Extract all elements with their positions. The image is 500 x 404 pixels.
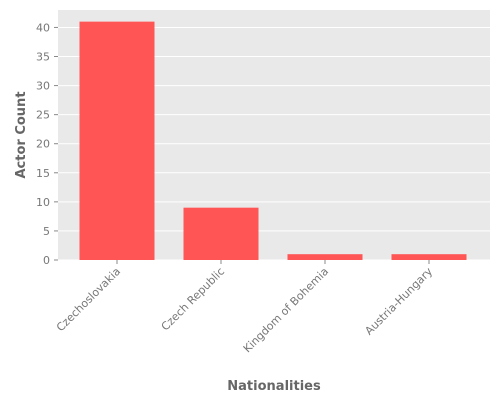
y-tick-label: 40 xyxy=(36,21,50,34)
x-tick-label: Kingdom of Bohemia xyxy=(241,265,331,355)
y-tick-label: 25 xyxy=(36,109,50,122)
x-tick-label: Austria-Hungary xyxy=(362,265,435,338)
y-tick-label: 20 xyxy=(36,138,50,151)
bar xyxy=(79,21,155,261)
y-axis-label: Actor Count xyxy=(14,91,29,178)
y-tick-labels: 0 5 10 15 20 25 30 35 40 xyxy=(36,21,50,267)
x-tick-label: Czech Republic xyxy=(159,265,227,333)
y-tick-label: 35 xyxy=(36,51,50,64)
bar xyxy=(391,254,467,260)
y-tick-label: 30 xyxy=(36,80,50,93)
y-tick-label: 5 xyxy=(43,225,50,238)
x-tick-labels: Czechoslovakia Czech Republic Kingdom of B… xyxy=(54,265,436,356)
y-tick-label: 0 xyxy=(43,254,50,267)
x-axis-label: Nationalities xyxy=(227,379,321,394)
y-tick-label: 10 xyxy=(36,196,50,209)
x-tick-label: Czechoslovakia xyxy=(54,265,123,334)
bar xyxy=(183,207,259,260)
y-tick-label: 15 xyxy=(36,167,50,180)
bar xyxy=(287,254,363,260)
bars xyxy=(79,21,467,264)
